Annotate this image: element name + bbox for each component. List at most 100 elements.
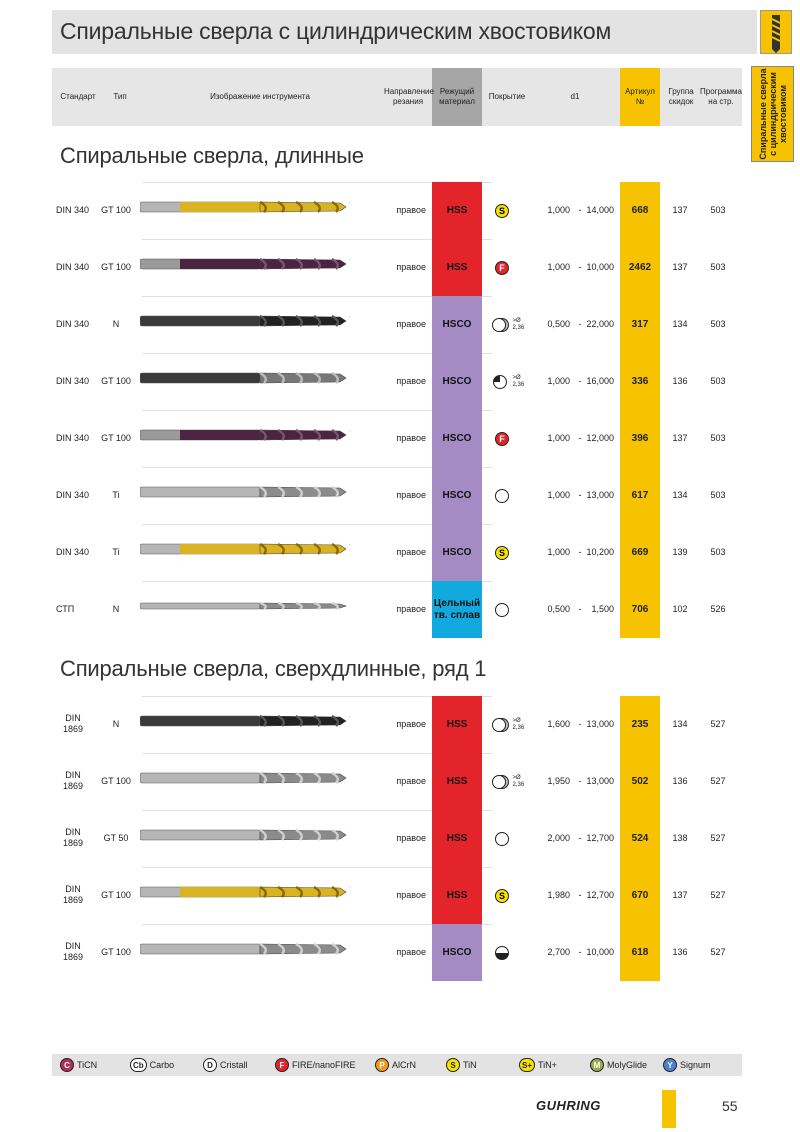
cell-program-page[interactable]: 527	[710, 833, 726, 843]
cell-standard: DIN 1869	[62, 884, 84, 905]
cell-program-page[interactable]: 503	[710, 547, 726, 557]
row-divider	[142, 810, 492, 811]
legend-label: Cristall	[220, 1060, 248, 1070]
header-article-bg	[620, 68, 660, 126]
coating-legend	[52, 1054, 742, 1076]
cell-material: HSS	[432, 867, 482, 924]
cell-article[interactable]: 396	[620, 410, 660, 467]
header-direction: Направление резания	[384, 87, 434, 106]
drill-image	[139, 714, 429, 732]
table-row[interactable]: СТП N правое Цельный тв. сплав 0,500 - 1…	[52, 581, 742, 638]
brand-logo: GUHRING	[536, 1098, 601, 1113]
cell-article[interactable]: 524	[620, 810, 660, 867]
drill-image	[139, 942, 429, 960]
cell-program-page[interactable]: 503	[710, 433, 726, 443]
cell-article[interactable]: 317	[620, 296, 660, 353]
cell-article[interactable]: 617	[620, 467, 660, 524]
coating-note: >Ø 2,36	[512, 374, 525, 388]
cell-article[interactable]: 502	[620, 753, 660, 810]
table-row[interactable]: DIN 340 Ti правое HSCO S 1,000 - 10,200 …	[52, 524, 742, 581]
cell-standard: DIN 1869	[62, 941, 84, 962]
cell-article[interactable]: 618	[620, 924, 660, 981]
cell-d1-to: 14,000	[586, 205, 614, 215]
legend-label: TiN	[463, 1060, 477, 1070]
cell-type: GT 100	[101, 433, 131, 443]
coating-icon: >Ø 2,36	[490, 696, 526, 753]
coating-symbol-icon: C	[60, 1058, 74, 1072]
cell-program-page[interactable]: 527	[710, 890, 726, 900]
cell-program-page[interactable]: 527	[710, 776, 726, 786]
coating-icon: >Ø 2,36	[490, 353, 526, 410]
coating-symbol-icon: P	[375, 1058, 389, 1072]
coating-symbol-icon: S	[446, 1058, 460, 1072]
cell-d1-to: 1,500	[591, 604, 614, 614]
cell-program-page[interactable]: 503	[710, 376, 726, 386]
cell-group: 136	[672, 776, 688, 786]
cell-program-page[interactable]: 527	[710, 947, 726, 957]
cell-d1-to: 22,000	[586, 319, 614, 329]
cell-group: 102	[672, 604, 688, 614]
header-d1: d1	[570, 92, 580, 101]
table-row[interactable]: DIN 340 GT 100 правое HSS F 1,000 - 10,0…	[52, 239, 742, 296]
cell-d1-from: 1,000	[547, 262, 570, 272]
svg-text:S: S	[498, 548, 504, 558]
table-row[interactable]: DIN 340 Ti правое HSCO 1,000 - 13,000 61…	[52, 467, 742, 524]
table-row[interactable]: DIN 340 GT 100 правое HSCO >Ø 2,36 1,000…	[52, 353, 742, 410]
cell-program-page[interactable]: 503	[710, 490, 726, 500]
cell-type: GT 100	[101, 262, 131, 272]
cell-d1-to: 10,200	[586, 547, 614, 557]
cell-program-page[interactable]: 503	[710, 205, 726, 215]
cell-article[interactable]: 2462	[620, 239, 660, 296]
cell-direction: правое	[396, 947, 426, 957]
legend-item: C TiCN	[60, 1058, 97, 1072]
cell-article[interactable]: 669	[620, 524, 660, 581]
table-row[interactable]: DIN 340 GT 100 правое HSS S 1,000 - 14,0…	[52, 182, 742, 239]
footer-accent	[662, 1090, 676, 1128]
cell-dash: -	[578, 319, 582, 329]
cell-article[interactable]: 668	[620, 182, 660, 239]
cell-material: HSS	[432, 810, 482, 867]
cell-d1-from: 1,600	[547, 719, 570, 729]
table-row[interactable]: DIN 1869 GT 100 правое HSCO 2,700 - 10,0…	[52, 924, 742, 981]
coating-icon: S	[490, 867, 526, 924]
cell-material: HSCO	[432, 353, 482, 410]
legend-label: FIRE/nanoFIRE	[292, 1060, 356, 1070]
drill-image	[139, 200, 429, 218]
cell-group: 136	[672, 376, 688, 386]
table-row[interactable]: DIN 1869 GT 100 правое HSS S 1,980 - 12,…	[52, 867, 742, 924]
coating-symbol-icon: D	[203, 1058, 217, 1072]
drill-icon	[760, 10, 792, 54]
table-row[interactable]: DIN 1869 GT 100 правое HSS >Ø 2,36 1,950…	[52, 753, 742, 810]
header-program: Программа на стр.	[700, 87, 742, 106]
cell-standard: DIN 340	[56, 547, 90, 557]
row-divider	[142, 410, 492, 411]
cell-article[interactable]: 670	[620, 867, 660, 924]
cell-d1-to: 12,700	[586, 833, 614, 843]
cell-dash: -	[578, 376, 582, 386]
legend-label: TiCN	[77, 1060, 98, 1070]
cell-group: 137	[672, 205, 688, 215]
cell-group: 139	[672, 547, 688, 557]
cell-article[interactable]: 706	[620, 581, 660, 638]
cell-program-page[interactable]: 527	[710, 719, 726, 729]
row-divider	[142, 753, 492, 754]
table-row[interactable]: DIN 340 N правое HSCO >Ø 2,36 0,500 - 22…	[52, 296, 742, 353]
cell-program-page[interactable]: 503	[710, 319, 726, 329]
cell-dash: -	[578, 262, 582, 272]
cell-program-page[interactable]: 526	[710, 604, 726, 614]
cell-material: HSCO	[432, 296, 482, 353]
table-row[interactable]: DIN 1869 N правое HSS >Ø 2,36 1,600 - 13…	[52, 696, 742, 753]
cell-direction: правое	[396, 604, 426, 614]
table-row[interactable]: DIN 1869 GT 50 правое HSS 2,000 - 12,700…	[52, 810, 742, 867]
cell-article[interactable]: 336	[620, 353, 660, 410]
section-side-tab[interactable]: Спиральные сверла с цилиндрическим хвост…	[751, 66, 794, 162]
section-title-long: Спиральные сверла, длинные	[60, 143, 364, 168]
table-row[interactable]: DIN 340 GT 100 правое HSCO F 1,000 - 12,…	[52, 410, 742, 467]
legend-item: S+ TiN+	[519, 1058, 557, 1072]
cell-direction: правое	[396, 262, 426, 272]
cell-article[interactable]: 235	[620, 696, 660, 753]
cell-program-page[interactable]: 503	[710, 262, 726, 272]
row-divider	[142, 867, 492, 868]
cell-type: N	[112, 319, 120, 329]
coating-symbol-icon: Y	[663, 1058, 677, 1072]
